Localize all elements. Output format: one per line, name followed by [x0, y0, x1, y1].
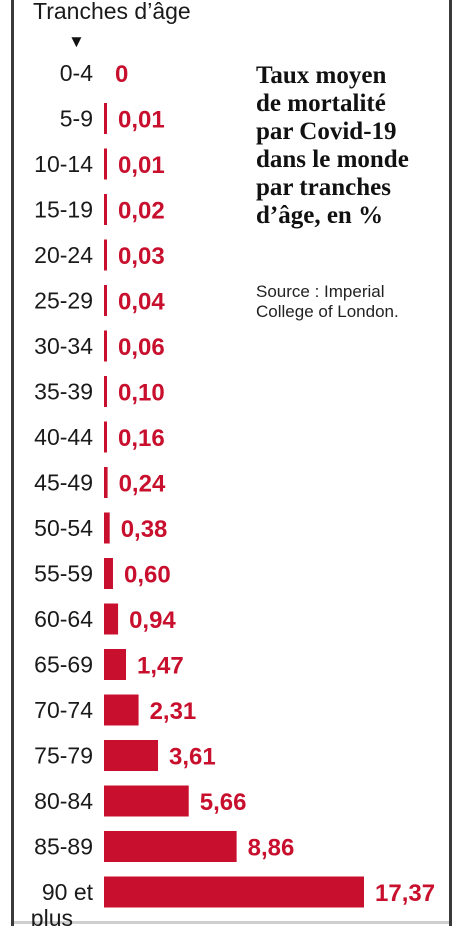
- bar: [104, 831, 237, 862]
- source-note: Source : Imperial College of London.: [256, 282, 446, 322]
- category-label: 30-34: [34, 333, 93, 359]
- down-arrow-icon: ▼: [68, 32, 85, 51]
- value-label: 2,31: [150, 698, 197, 725]
- bar: [104, 285, 107, 316]
- bar: [104, 649, 127, 680]
- bar: [104, 467, 108, 498]
- category-label: 60-64: [34, 606, 93, 632]
- bar: [104, 603, 119, 635]
- category-label: 85-89: [34, 834, 93, 860]
- bar: [104, 740, 159, 771]
- bar: [104, 194, 107, 225]
- category-label: 0-4: [60, 60, 93, 86]
- value-label: 0,01: [118, 152, 165, 179]
- title-line: par Covid-19: [256, 118, 397, 145]
- value-label: 3,61: [169, 744, 216, 771]
- value-label: 0,06: [118, 334, 165, 361]
- bar: [104, 148, 107, 180]
- bar: [104, 694, 139, 726]
- bar: [104, 376, 107, 407]
- category-label: 70-74: [34, 697, 93, 723]
- bar: [104, 103, 107, 134]
- right-border: [449, 0, 452, 926]
- value-label: 0,10: [118, 380, 165, 407]
- source-line: College of London.: [256, 302, 399, 321]
- category-label: 90 et plus: [31, 879, 94, 926]
- bottom-rule: [14, 921, 449, 924]
- value-label: 0,24: [119, 471, 166, 498]
- bar: [104, 421, 107, 453]
- title-line: Taux moyen: [256, 62, 387, 89]
- category-label: 45-49: [34, 470, 93, 496]
- value-label: 0,60: [124, 562, 171, 589]
- category-label: 40-44: [34, 424, 93, 450]
- value-label: 0,02: [118, 198, 165, 225]
- value-label: 0,38: [121, 516, 168, 543]
- value-label: 17,37: [375, 880, 435, 907]
- value-label: 5,66: [200, 789, 247, 816]
- value-label: 0,04: [118, 289, 165, 316]
- category-label: 50-54: [34, 515, 93, 541]
- category-label: 65-69: [34, 652, 93, 678]
- value-label: 0,16: [118, 425, 165, 452]
- bar: [104, 785, 189, 817]
- category-label: 75-79: [34, 743, 93, 769]
- left-border: [11, 0, 14, 926]
- value-label: 0,03: [118, 243, 165, 270]
- bar: [104, 876, 364, 908]
- title-line: de mortalité: [256, 90, 386, 117]
- category-label: 20-24: [34, 242, 93, 268]
- bar: [104, 512, 110, 544]
- title-line: par tranches: [256, 174, 391, 201]
- bar: [104, 239, 107, 271]
- title-line: d’âge, en %: [256, 202, 384, 229]
- title-line: dans le monde: [256, 146, 409, 173]
- bar: [104, 330, 107, 362]
- bar: [104, 558, 113, 589]
- chart-title: Taux moyen de mortalité par Covid-19 dan…: [256, 62, 456, 230]
- category-label: 35-39: [34, 379, 93, 405]
- age-groups-header: Tranches d’âge: [33, 0, 191, 24]
- category-label: 55-59: [34, 561, 93, 587]
- category-label: 5-9: [60, 106, 93, 132]
- value-label: 0,94: [129, 607, 176, 634]
- source-line: Source : Imperial: [256, 282, 385, 301]
- category-label: 80-84: [34, 788, 93, 814]
- value-label: 0,01: [118, 107, 165, 134]
- category-label: 15-19: [34, 197, 93, 223]
- value-label: 0: [115, 61, 128, 88]
- value-label: 8,86: [248, 835, 295, 862]
- category-label: 10-14: [34, 151, 93, 177]
- category-label: 25-29: [34, 288, 93, 314]
- value-label: 1,47: [137, 653, 184, 680]
